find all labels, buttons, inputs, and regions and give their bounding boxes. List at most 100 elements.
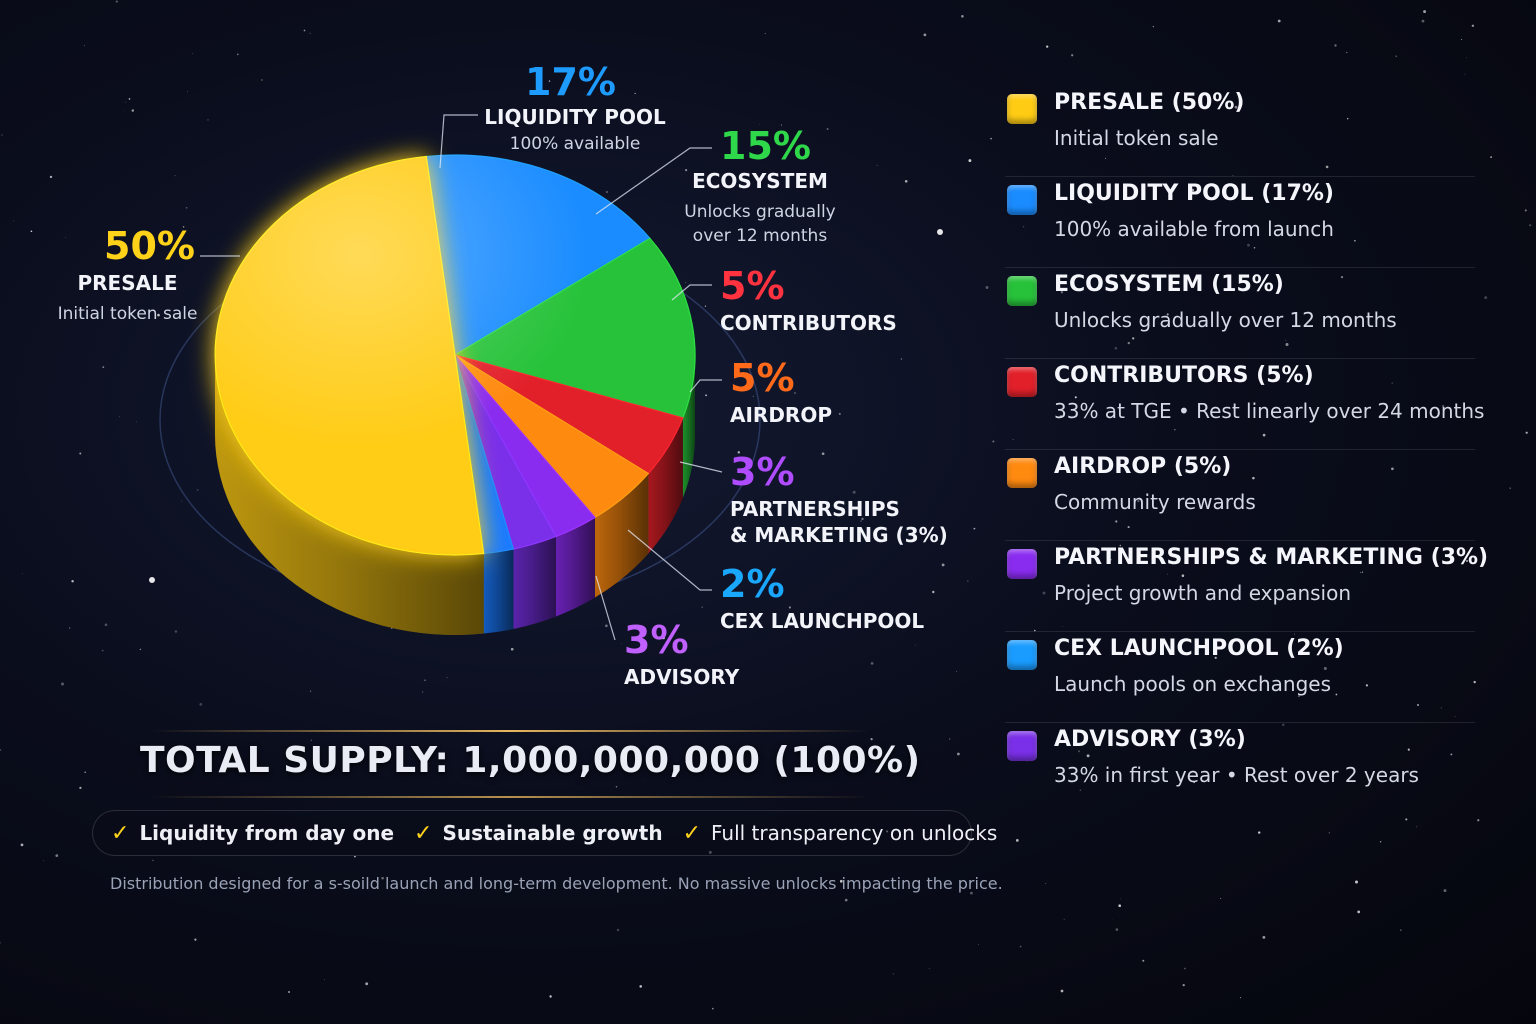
star xyxy=(131,109,134,112)
star xyxy=(1440,707,1442,709)
star xyxy=(870,738,873,741)
cex-pct: 2% xyxy=(720,562,785,606)
star xyxy=(1461,39,1463,40)
star xyxy=(64,236,66,238)
star xyxy=(1114,346,1118,350)
star xyxy=(324,978,325,980)
star xyxy=(79,786,82,790)
pie-chart xyxy=(159,114,761,641)
star xyxy=(1477,819,1480,822)
star xyxy=(1277,19,1281,23)
star xyxy=(1232,174,1234,176)
star xyxy=(1077,750,1081,753)
leader-line-ecosystem xyxy=(595,147,712,215)
star xyxy=(1110,559,1112,561)
legend-swatch xyxy=(1007,549,1037,579)
star xyxy=(1391,382,1393,384)
star xyxy=(1354,240,1356,242)
liquidity-pct: 17% xyxy=(525,60,616,104)
star xyxy=(914,644,916,646)
star xyxy=(1214,656,1217,659)
feature-item: ✓ Sustainable growth xyxy=(414,821,663,846)
pie-side-shade-partnerships xyxy=(555,517,595,617)
partnerships-name-2: & MARKETING (3%) xyxy=(730,523,948,547)
star xyxy=(1355,880,1358,884)
label-airdrop: 5% AIRDROP xyxy=(730,358,832,428)
star xyxy=(1132,337,1135,340)
star xyxy=(194,938,197,941)
star xyxy=(892,973,894,975)
star xyxy=(187,90,189,92)
star xyxy=(928,967,930,969)
star xyxy=(1416,826,1418,828)
check-icon: ✓ xyxy=(111,820,130,846)
star xyxy=(1022,226,1025,228)
legend-swatch xyxy=(1007,185,1037,215)
star xyxy=(13,220,15,222)
star xyxy=(1471,24,1475,28)
star xyxy=(1119,544,1122,547)
star xyxy=(1466,57,1467,59)
star xyxy=(118,416,120,418)
label-advisory: 3% ADVISORY xyxy=(624,620,739,690)
star xyxy=(1071,54,1074,57)
legend-item: PARTNERSHIPS & MARKETING (3%) Project gro… xyxy=(1005,541,1488,632)
star xyxy=(1473,680,1476,684)
pie-side-shade-contributors xyxy=(648,417,683,554)
star xyxy=(55,854,59,857)
star xyxy=(424,679,426,681)
star xyxy=(196,489,199,491)
star xyxy=(129,312,132,315)
star xyxy=(1365,684,1369,687)
star xyxy=(1119,898,1121,900)
star xyxy=(662,636,665,640)
star xyxy=(1038,205,1040,207)
star xyxy=(1405,818,1408,821)
star xyxy=(838,412,841,415)
star xyxy=(1012,439,1014,440)
star xyxy=(136,421,137,423)
star xyxy=(788,606,791,609)
star xyxy=(381,876,384,880)
star xyxy=(1158,554,1161,558)
star xyxy=(639,985,642,988)
star xyxy=(310,690,312,692)
star xyxy=(1347,118,1349,120)
check-icon: ✓ xyxy=(682,820,701,846)
star xyxy=(1346,51,1348,54)
legend-item: ADVISORY (3%) 33% in first year • Rest ov… xyxy=(1005,723,1475,814)
star xyxy=(1166,313,1169,316)
star xyxy=(1118,904,1122,908)
star xyxy=(1360,572,1361,573)
legend-desc: Community rewards xyxy=(1054,490,1256,514)
features-bar: ✓ Liquidity from day one ✓ Sustainable g… xyxy=(92,810,997,856)
star xyxy=(821,452,825,456)
star xyxy=(1,134,3,136)
star xyxy=(1308,550,1310,551)
star xyxy=(1294,633,1296,635)
star xyxy=(1191,188,1195,192)
legend-title: AIRDROP (5%) xyxy=(1054,454,1232,479)
legend-title: PRESALE (50%) xyxy=(1054,90,1245,115)
leader-line-partnerships xyxy=(679,461,723,473)
star xyxy=(870,662,874,665)
star xyxy=(780,124,782,126)
star xyxy=(174,175,176,177)
star xyxy=(1181,574,1185,577)
leader-line-liquidity xyxy=(439,114,478,169)
star xyxy=(1454,716,1456,718)
legend-swatch xyxy=(1007,367,1037,397)
star xyxy=(949,738,951,740)
star xyxy=(1060,989,1064,993)
star xyxy=(900,358,903,360)
star xyxy=(941,563,945,567)
star xyxy=(1042,591,1046,595)
star xyxy=(705,394,708,397)
star xyxy=(755,886,758,889)
star xyxy=(1443,889,1447,893)
star xyxy=(128,98,131,100)
star xyxy=(1450,753,1453,756)
star xyxy=(125,101,127,103)
airdrop-name: AIRDROP xyxy=(730,403,832,427)
star xyxy=(1105,157,1106,159)
